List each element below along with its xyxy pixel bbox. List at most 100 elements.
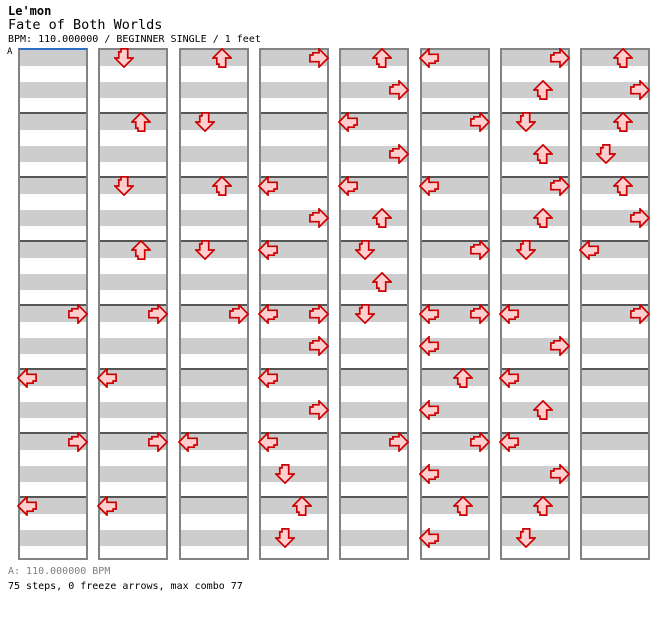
note-arrow-left <box>258 176 278 196</box>
note-arrow-right <box>470 240 490 260</box>
measure-separator <box>502 240 568 242</box>
note-arrow-left <box>97 368 117 388</box>
note-arrow-up <box>372 272 392 292</box>
measure-separator <box>261 432 327 434</box>
note-arrow-down <box>355 240 375 260</box>
note-arrow-right <box>148 304 168 324</box>
note-arrow-right <box>389 80 409 100</box>
measure-separator <box>20 112 86 114</box>
note-arrow-left <box>17 496 37 516</box>
note-arrow-up <box>453 368 473 388</box>
note-arrow-up <box>453 496 473 516</box>
note-arrow-up <box>613 176 633 196</box>
measure-separator <box>20 368 86 370</box>
note-arrow-right <box>470 304 490 324</box>
chart-column <box>580 48 650 560</box>
note-arrow-down <box>355 304 375 324</box>
measure-separator <box>181 240 247 242</box>
measure-separator <box>100 496 166 498</box>
note-arrow-left <box>579 240 599 260</box>
note-arrow-right <box>550 48 570 68</box>
note-arrow-right <box>550 464 570 484</box>
measure-separator <box>261 496 327 498</box>
measure-separator <box>20 176 86 178</box>
measure-separator <box>422 112 488 114</box>
note-arrow-left <box>499 304 519 324</box>
measure-separator <box>582 368 648 370</box>
measure-separator <box>261 368 327 370</box>
measure-separator <box>100 304 166 306</box>
note-arrow-right <box>389 432 409 452</box>
note-arrow-right <box>550 336 570 356</box>
song-title: Fate of Both Worlds <box>8 17 163 33</box>
note-arrow-left <box>419 304 439 324</box>
note-arrow-left <box>97 496 117 516</box>
measure-separator <box>502 368 568 370</box>
measure-separator <box>100 176 166 178</box>
measure-separator <box>181 432 247 434</box>
measure-separator <box>502 304 568 306</box>
note-arrow-left <box>338 176 358 196</box>
note-arrow-left <box>258 368 278 388</box>
note-arrow-down <box>596 144 616 164</box>
note-arrow-right <box>470 432 490 452</box>
note-arrow-right <box>68 432 88 452</box>
note-arrow-right <box>309 400 329 420</box>
note-arrow-up <box>131 240 151 260</box>
measure-separator <box>422 368 488 370</box>
measure-separator <box>341 112 407 114</box>
chart-column <box>339 48 409 560</box>
measure-separator <box>261 176 327 178</box>
measure-separator <box>100 112 166 114</box>
measure-separator <box>422 176 488 178</box>
note-arrow-up <box>212 176 232 196</box>
note-arrow-right <box>68 304 88 324</box>
artist-name: Le'mon <box>8 4 52 18</box>
chart-meta-line: BPM: 110.000000 / BEGINNER SINGLE / 1 fe… <box>8 34 261 45</box>
measure-separator <box>181 368 247 370</box>
note-arrow-right <box>550 176 570 196</box>
measure-separator <box>341 240 407 242</box>
note-arrow-down <box>516 112 536 132</box>
note-arrow-right <box>630 208 650 228</box>
measure-separator <box>582 496 648 498</box>
measure-separator <box>422 240 488 242</box>
note-arrow-up <box>372 48 392 68</box>
note-arrow-down <box>275 464 295 484</box>
note-arrow-left <box>338 112 358 132</box>
note-arrow-right <box>630 80 650 100</box>
note-arrow-right <box>389 144 409 164</box>
measure-separator <box>582 240 648 242</box>
note-arrow-down <box>516 528 536 548</box>
measure-separator <box>20 496 86 498</box>
note-arrow-up <box>372 208 392 228</box>
note-arrow-right <box>309 336 329 356</box>
measure-separator <box>341 176 407 178</box>
note-arrow-left <box>419 400 439 420</box>
measure-separator <box>582 304 648 306</box>
note-arrow-up <box>212 48 232 68</box>
note-arrow-down <box>114 48 134 68</box>
measure-separator <box>181 496 247 498</box>
note-arrow-left <box>258 240 278 260</box>
measure-separator <box>181 304 247 306</box>
note-arrow-down <box>516 240 536 260</box>
note-arrow-left <box>419 176 439 196</box>
measure-separator <box>502 432 568 434</box>
note-arrow-up <box>533 400 553 420</box>
measure-separator <box>261 240 327 242</box>
measure-separator <box>422 432 488 434</box>
measure-separator <box>341 304 407 306</box>
note-arrow-right <box>229 304 249 324</box>
note-arrow-up <box>533 208 553 228</box>
note-arrow-right <box>309 208 329 228</box>
bpm-section-label: A <box>7 47 13 57</box>
note-arrow-left <box>419 528 439 548</box>
note-arrow-right <box>309 48 329 68</box>
note-arrow-left <box>419 336 439 356</box>
measure-separator <box>582 432 648 434</box>
measure-separator <box>582 112 648 114</box>
note-arrow-up <box>613 48 633 68</box>
measure-separator <box>181 112 247 114</box>
